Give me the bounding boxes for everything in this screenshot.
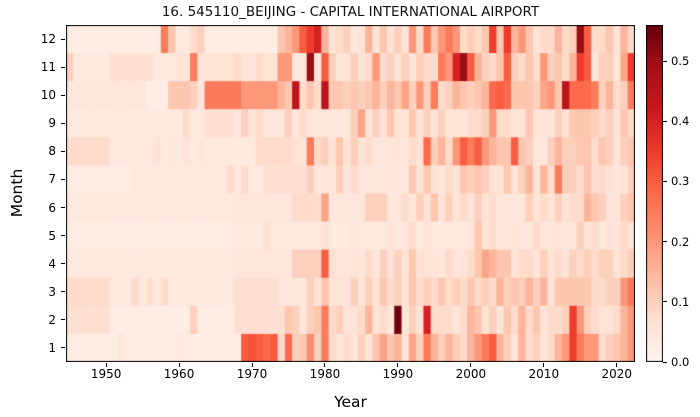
- x-tick-label: 1990: [382, 367, 414, 381]
- x-tick-label: 1960: [163, 367, 195, 381]
- y-tickmark: [61, 319, 65, 321]
- colorbar-tick-label: 0.4: [671, 114, 690, 129]
- y-tickmark: [61, 263, 65, 265]
- colorbar-tick-label: 0.0: [671, 355, 690, 369]
- colorbar-tickmark: [663, 301, 667, 303]
- x-tickmark: [105, 363, 107, 367]
- y-tick-label: 7: [48, 172, 56, 187]
- x-tick-label: 2020: [601, 367, 633, 381]
- y-tick-label: 8: [48, 144, 56, 159]
- y-tick-label: 9: [48, 116, 56, 131]
- y-tickmark: [61, 178, 65, 180]
- y-tickmark: [61, 347, 65, 349]
- x-tick-label: 2010: [528, 367, 560, 381]
- y-tick-label: 12: [40, 32, 56, 47]
- colorbar-tick-label: 0.2: [671, 234, 690, 249]
- x-axis-label: Year: [334, 393, 367, 411]
- x-tick-label: 1980: [309, 367, 341, 381]
- y-tick-label: 4: [48, 256, 56, 271]
- colorbar-tickmark: [663, 60, 667, 62]
- colorbar-tick-label: 0.5: [671, 54, 690, 69]
- y-tickmark: [61, 94, 65, 96]
- y-tick-label: 6: [48, 200, 56, 215]
- x-tickmark: [616, 363, 618, 367]
- heatmap-plot-area: [66, 25, 635, 362]
- colorbar-tickmark: [663, 241, 667, 243]
- y-tick-label: 10: [40, 88, 56, 103]
- y-tickmark: [61, 38, 65, 40]
- y-tick-label: 1: [48, 340, 56, 355]
- colorbar-tick-label: 0.3: [671, 174, 690, 189]
- x-tickmark: [470, 363, 472, 367]
- colorbar-tickmark: [663, 361, 667, 363]
- x-tickmark: [178, 363, 180, 367]
- colorbar-tickmark: [663, 120, 667, 122]
- x-tick-label: 1950: [90, 367, 122, 381]
- y-tickmark: [61, 66, 65, 68]
- y-tick-label: 3: [48, 284, 56, 299]
- x-tick-label: 1970: [236, 367, 268, 381]
- y-tick-label: 2: [48, 312, 56, 327]
- colorbar: [646, 25, 663, 362]
- y-tickmark: [61, 291, 65, 293]
- x-tickmark: [324, 363, 326, 367]
- y-tickmark: [61, 235, 65, 237]
- y-tickmark: [61, 207, 65, 209]
- y-tick-label: 5: [48, 228, 56, 243]
- x-tickmark: [397, 363, 399, 367]
- x-tickmark: [543, 363, 545, 367]
- y-tick-label: 11: [40, 60, 56, 75]
- x-tick-label: 2000: [455, 367, 487, 381]
- chart-title: 16. 545110_BEIJING - CAPITAL INTERNATION…: [161, 4, 540, 20]
- y-tickmark: [61, 150, 65, 152]
- x-tickmark: [251, 363, 253, 367]
- colorbar-tick-label: 0.1: [671, 294, 690, 309]
- colorbar-tickmark: [663, 180, 667, 182]
- y-tickmark: [61, 122, 65, 124]
